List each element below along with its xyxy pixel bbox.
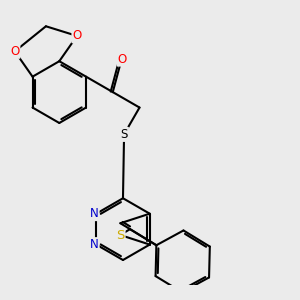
Text: N: N [90, 238, 99, 251]
Text: N: N [90, 207, 99, 220]
Text: O: O [118, 53, 127, 66]
Text: O: O [10, 45, 20, 58]
Text: S: S [116, 229, 124, 242]
Text: S: S [120, 128, 128, 141]
Text: S: S [120, 128, 128, 141]
Text: O: O [72, 29, 82, 42]
